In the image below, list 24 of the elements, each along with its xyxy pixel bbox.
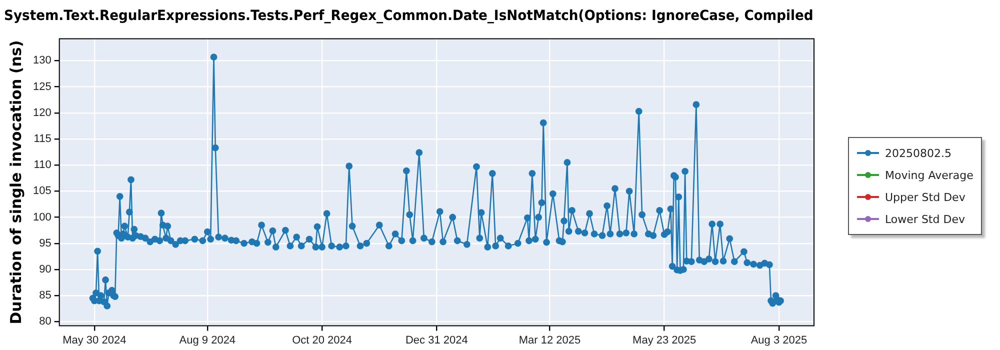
y-tick-label: 125 (32, 80, 52, 93)
y-tick-label: 95 (39, 237, 52, 250)
y-tick-label: 80 (39, 316, 52, 328)
x-tick-label: May 23 2025 (632, 334, 696, 346)
y-tick-label: 120 (32, 106, 52, 119)
legend-label: 20250802.5 (885, 146, 952, 160)
x-tick-label: Oct 20 2024 (292, 334, 352, 346)
legend-label: Upper Std Dev (885, 190, 966, 204)
y-tick-label: 115 (34, 133, 52, 146)
y-tick-label: 100 (32, 211, 52, 224)
y-axis-title: Duration of single invocation (ns) (6, 40, 25, 324)
y-tick-label: 90 (39, 263, 52, 276)
legend-label: Moving Average (885, 168, 974, 182)
y-tick-label: 130 (32, 54, 52, 67)
y-tick-label: 110 (34, 159, 52, 172)
x-tick-label: Aug 9 2024 (179, 334, 236, 346)
y-tick-label: 85 (39, 290, 52, 302)
x-tick-label: May 30 2024 (62, 334, 126, 346)
y-tick-label: 105 (32, 185, 52, 198)
x-tick-label: Dec 31 2024 (405, 334, 468, 346)
legend-label: Lower Std Dev (885, 212, 965, 226)
chart-title: System.Text.RegularExpressions.Tests.Perf_Regex_Common.Date_IsNotMatch(Options: IgnoreCase, Compiled (4, 8, 814, 24)
x-tick-label: Aug 3 2025 (750, 334, 808, 346)
x-tick-label: Mar 12 2025 (518, 334, 581, 346)
